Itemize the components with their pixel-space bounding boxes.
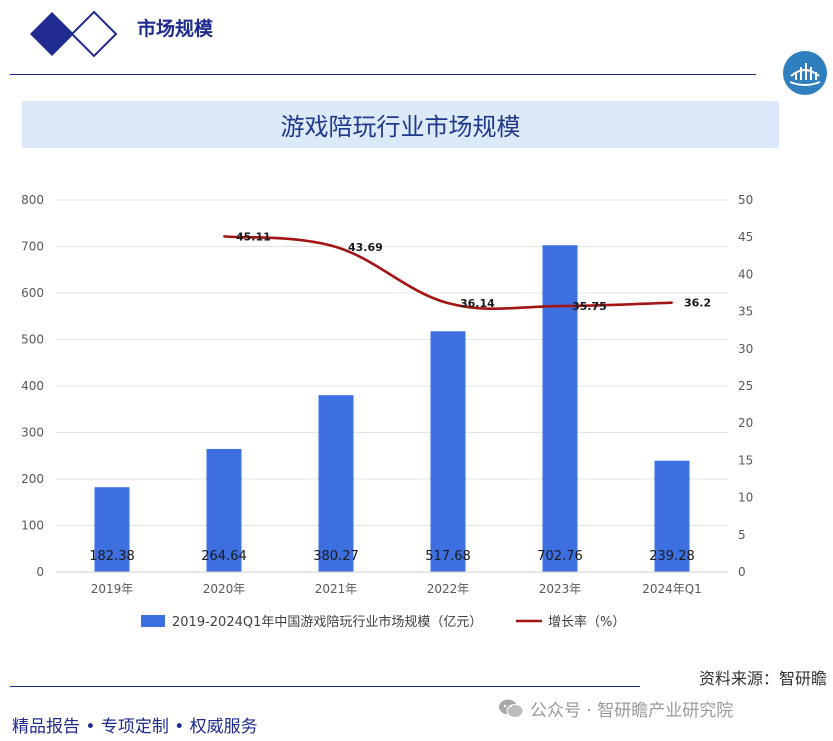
bar-value-label: 702.76 [537, 549, 583, 564]
footer-slogan: 精品报告 • 专项定制 • 权威服务 [12, 717, 258, 737]
y-right-tick-label: 35 [738, 305, 753, 319]
y-right-tick-label: 30 [738, 342, 753, 356]
source-note: 资料来源：智研瞻 [698, 669, 827, 688]
y-left-tick-label: 800 [21, 193, 44, 207]
legend-bar-label: 2019-2024Q1年中国游戏陪玩行业市场规模（亿元） [172, 614, 482, 630]
bars [94, 245, 690, 572]
y-left-tick-label: 500 [21, 333, 44, 347]
growth-rate-point [671, 301, 673, 304]
y-right-tick-label: 40 [738, 267, 753, 281]
x-tick-label: 2019年 [91, 582, 134, 596]
y-right-tick-label: 25 [738, 379, 753, 393]
header-title: 市场规模 [137, 18, 214, 40]
line-value-label: 45.11 [236, 230, 271, 243]
bar [542, 245, 578, 572]
line-value-label: 36.2 [684, 297, 711, 310]
growth-line [223, 235, 673, 311]
x-tick-label: 2021年 [315, 582, 358, 596]
y-left-tick-label: 400 [21, 379, 44, 393]
header-divider [10, 74, 756, 75]
wechat-icon [499, 699, 524, 718]
watermark-text: 公众号 · 智研瞻产业研究院 [530, 701, 734, 721]
y-right-tick-label: 15 [738, 453, 753, 467]
bar [430, 331, 466, 572]
y-left-tick-label: 300 [21, 426, 44, 440]
bar-value-label: 380.27 [313, 549, 359, 564]
chart-title-band: 游戏陪玩行业市场规模 [22, 101, 779, 148]
x-tick-label: 2023年 [539, 582, 582, 596]
growth-rate-point [335, 245, 337, 248]
gridlines [56, 199, 728, 573]
y-left-tick-label: 100 [21, 519, 44, 533]
chart-title: 游戏陪玩行业市场规模 [280, 113, 521, 141]
legend-bar-swatch [141, 615, 165, 627]
y-right-tick-label: 10 [738, 491, 753, 505]
y-left-tick-label: 600 [21, 286, 44, 300]
y-right-tick-label: 50 [738, 193, 753, 207]
watermark: 公众号 · 智研瞻产业研究院 [498, 696, 733, 721]
bar [206, 448, 242, 572]
bar-value-label: 517.68 [425, 549, 471, 564]
bar-value-label: 239.28 [649, 549, 695, 564]
y-right-tick-label: 0 [738, 565, 746, 579]
brand-diamond-logo [30, 10, 118, 58]
line-value-label: 43.69 [348, 241, 383, 254]
growth-rate-point [223, 235, 225, 238]
growth-rate-line [223, 235, 673, 311]
growth-rate-point [447, 302, 449, 305]
market-size-chart: 0 100 200 300 400 500 600 700 800 0 5 10 15 20 25 30 35 4… [21, 193, 753, 630]
data-labels: 182.38 264.64 380.27 517.68 702.76 239.28 45.1… [89, 230, 711, 564]
y-right-tick-label: 20 [738, 416, 753, 430]
bar [318, 395, 354, 572]
x-tick-label: 2024年Q1 [642, 582, 702, 596]
company-logo-icon [783, 51, 827, 95]
legend: 2019-2024Q1年中国游戏陪玩行业市场规模（亿元） 增长率（%） [141, 614, 625, 630]
legend-line-label: 增长率（%） [548, 614, 625, 630]
bar-value-label: 264.64 [201, 549, 247, 564]
line-value-label: 36.14 [460, 297, 495, 310]
y-left-tick-label: 200 [21, 472, 44, 486]
x-tick-label: 2020年 [203, 582, 246, 596]
bar-value-label: 182.38 [89, 549, 135, 564]
x-tick-label: 2022年 [427, 582, 470, 596]
axes: 0 100 200 300 400 500 600 700 800 0 5 10 15 20 25 30 35 4… [21, 193, 753, 596]
growth-rate-point [559, 305, 561, 308]
y-right-tick-label: 5 [738, 528, 746, 542]
y-right-tick-label: 45 [738, 230, 753, 244]
y-left-tick-label: 0 [36, 565, 44, 579]
bar [654, 460, 690, 572]
footer-divider [10, 686, 640, 687]
bar [94, 487, 130, 572]
line-value-label: 35.75 [572, 300, 607, 313]
y-left-tick-label: 700 [21, 240, 44, 254]
